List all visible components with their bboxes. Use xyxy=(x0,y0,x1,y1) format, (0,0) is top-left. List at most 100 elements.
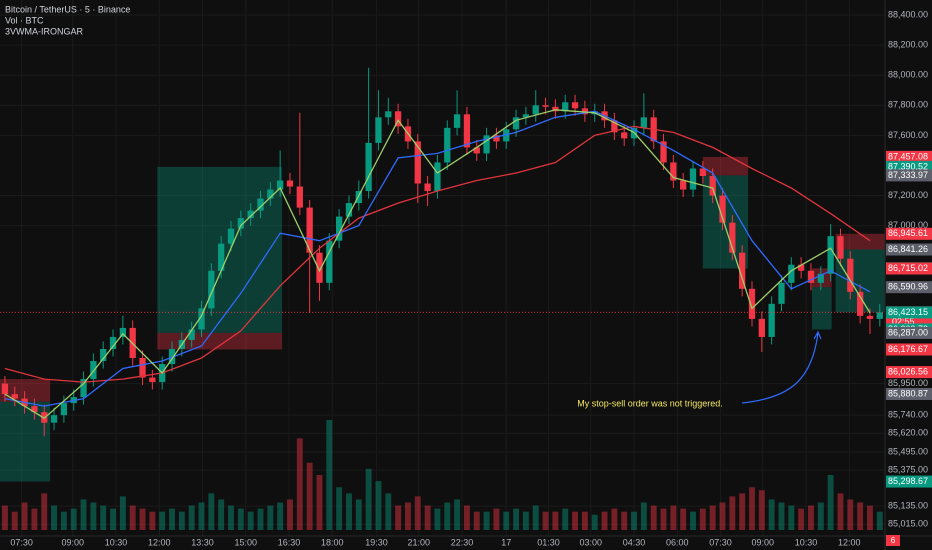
x-tick-label: 12:00 xyxy=(148,537,171,547)
candle-body xyxy=(473,147,480,154)
volume-bar xyxy=(277,502,284,530)
price-tag-bg xyxy=(886,343,932,356)
candle-body xyxy=(119,327,127,337)
volume-bar xyxy=(11,511,18,530)
candle-body xyxy=(680,180,687,190)
volume-bar xyxy=(287,499,293,530)
price-tag: 85,298.67 xyxy=(888,476,928,486)
volume-bar xyxy=(650,505,657,530)
y-tick-label: 88,200.00 xyxy=(888,40,928,50)
candle-body xyxy=(778,282,785,304)
candle-body xyxy=(247,210,254,219)
x-tick-label: 01:30 xyxy=(537,537,560,547)
volume-bar xyxy=(404,502,411,530)
volume-bar xyxy=(139,508,146,530)
y-tick-label: 87,800.00 xyxy=(888,100,928,110)
price-tag-bg xyxy=(886,387,932,400)
candle-body xyxy=(50,415,58,423)
candle-body xyxy=(837,236,844,259)
x-tick-label: 16:30 xyxy=(278,537,301,547)
volume-bar xyxy=(100,505,107,530)
candle-body xyxy=(876,312,883,319)
candle-body xyxy=(699,168,706,176)
candle-body xyxy=(149,377,156,383)
candle-body xyxy=(866,315,874,319)
volume-bar xyxy=(473,511,480,530)
volume-bar xyxy=(237,508,244,530)
candle-body xyxy=(621,132,628,139)
volume-bar xyxy=(21,502,28,530)
volume-bar xyxy=(709,505,716,530)
indicator-label: 3VWMA-IRONGAR xyxy=(5,26,84,36)
volume-bar xyxy=(611,508,618,530)
candle-body xyxy=(512,117,520,130)
candle-body xyxy=(463,114,471,148)
volume-bar xyxy=(159,511,166,530)
price-tag-bg xyxy=(886,150,932,163)
candle-body xyxy=(424,183,431,192)
volume-bar xyxy=(601,511,608,530)
ma-line xyxy=(4,125,871,383)
volume-bar xyxy=(149,511,156,530)
volume-bar xyxy=(70,508,77,530)
candle-body xyxy=(31,406,38,413)
volume-bar xyxy=(719,502,726,530)
price-tag: 87,333.97 xyxy=(888,170,928,180)
candle-body xyxy=(689,168,697,190)
candle-body xyxy=(237,218,244,229)
volume-bar xyxy=(80,499,87,530)
volume-bar xyxy=(188,505,195,530)
candle-body xyxy=(277,180,284,190)
volume-bar xyxy=(591,514,598,530)
y-tick-label: 85,135.00 xyxy=(888,501,928,511)
volume-bar xyxy=(798,508,805,530)
volume-bar xyxy=(749,487,755,530)
volume-bar xyxy=(365,468,372,530)
price-tag-bg xyxy=(886,281,932,294)
volume-bar xyxy=(808,505,814,530)
volume-bar xyxy=(699,508,706,530)
volume-bar xyxy=(326,420,333,530)
candle-body xyxy=(198,308,205,330)
price-tag-bg xyxy=(886,262,932,275)
candle-body xyxy=(729,222,736,253)
price-tag: 86,026.56 xyxy=(888,366,928,376)
x-tick-label: 19:30 xyxy=(365,537,388,547)
volume-bar xyxy=(463,505,470,530)
y-tick-label: 87,200.00 xyxy=(888,190,928,200)
volume-bar xyxy=(532,505,539,530)
chart-title: Bitcoin / TetherUS · 5 · Binance xyxy=(5,4,130,14)
price-tag-bg xyxy=(886,366,932,379)
volume-bar xyxy=(296,438,303,530)
volume-bar xyxy=(867,505,873,530)
candle-body xyxy=(316,252,323,283)
candle-body xyxy=(208,270,215,309)
y-tick-label: 85,375.00 xyxy=(888,464,928,474)
volume-bar xyxy=(493,508,500,530)
volume-bar xyxy=(375,481,382,530)
volume-bar xyxy=(847,499,854,530)
volume-bar xyxy=(129,505,136,530)
volume-bar xyxy=(90,502,97,530)
volume-bar xyxy=(552,511,559,530)
candle-body xyxy=(375,117,382,143)
candle-body xyxy=(503,129,510,142)
x-tick-label: 09:00 xyxy=(752,537,775,547)
price-tag-bg xyxy=(886,227,932,240)
y-tick-label: 85,495.00 xyxy=(888,446,928,456)
annotation-arrowhead xyxy=(813,330,822,340)
candle-body xyxy=(267,189,274,199)
volume-bar xyxy=(257,508,264,530)
x-tick-label: 10:30 xyxy=(795,537,818,547)
candle-body xyxy=(394,111,402,127)
volume-bar xyxy=(169,508,175,530)
price-countdown: 02:55 xyxy=(892,317,915,327)
candle-body xyxy=(483,135,490,154)
x-tick-label: 13:30 xyxy=(191,537,214,547)
candle-body xyxy=(817,273,824,283)
volume-bar xyxy=(60,511,67,530)
price-tag: 86,715.02 xyxy=(888,263,928,273)
y-tick-label: 85,740.00 xyxy=(888,410,928,420)
y-tick-label: 87,000.00 xyxy=(888,220,928,230)
